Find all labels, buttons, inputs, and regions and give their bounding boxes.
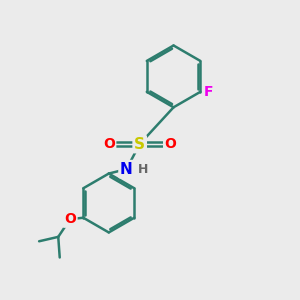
Text: O: O (165, 137, 176, 151)
Text: H: H (137, 163, 148, 176)
Text: N: N (120, 162, 133, 177)
Text: O: O (103, 137, 115, 151)
Text: O: O (64, 212, 76, 226)
Text: S: S (134, 136, 145, 152)
Text: F: F (204, 85, 213, 99)
